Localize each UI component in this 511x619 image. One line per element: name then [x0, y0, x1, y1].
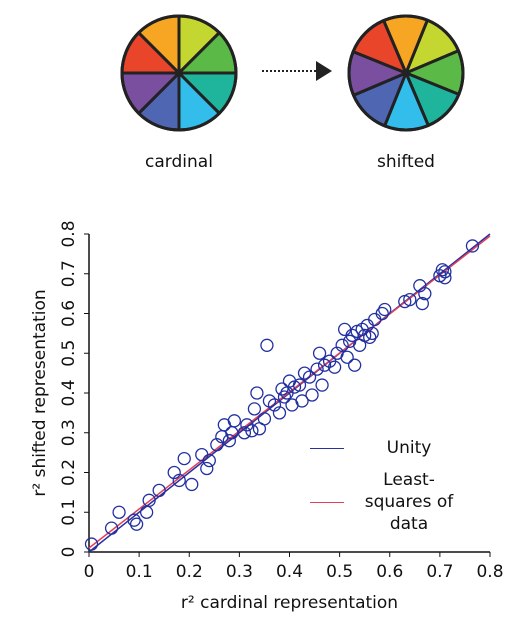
data-point	[172, 473, 186, 488]
x-tick-label: 0.6	[376, 562, 403, 582]
wheel-label: cardinal	[145, 152, 213, 172]
x-tick-label: 0.8	[476, 562, 503, 582]
data-point	[295, 394, 309, 408]
data-point	[195, 447, 209, 462]
data-point	[337, 322, 352, 337]
data-point	[237, 426, 252, 440]
x-tick-label: 0.4	[276, 562, 303, 582]
y-tick-label: 0.5	[59, 340, 79, 367]
data-point	[418, 286, 432, 301]
data-point	[327, 360, 342, 374]
x-tick-label: 0.1	[126, 562, 153, 582]
data-point	[438, 265, 452, 279]
data-point	[368, 312, 382, 327]
y-tick-label: 0	[59, 547, 79, 558]
data-point	[302, 370, 317, 384]
data-point	[378, 302, 392, 317]
data-point	[202, 453, 216, 468]
legend-swatch	[310, 447, 344, 449]
wheel-rim	[120, 14, 238, 132]
data-point	[465, 239, 480, 253]
data-point	[348, 358, 362, 372]
legend: Unity Least-squares of data	[310, 437, 464, 545]
data-point	[415, 296, 429, 311]
x-tick-label: 0.5	[326, 562, 353, 582]
x-tick-label: 0	[84, 562, 95, 582]
data-point	[200, 461, 214, 476]
y-tick-label: 0.8	[59, 220, 79, 247]
data-point	[335, 338, 349, 352]
x-tick-label: 0.2	[176, 562, 203, 582]
data-point	[375, 306, 389, 321]
legend-label: Unity	[386, 438, 432, 458]
data-point	[152, 483, 166, 498]
data-point	[315, 378, 329, 392]
data-point	[250, 386, 264, 400]
data-point	[112, 505, 126, 519]
data-point	[142, 493, 156, 507]
legend-entry: Unity	[310, 437, 464, 459]
data-point	[292, 378, 307, 392]
data-point	[127, 513, 141, 527]
legend-swatch	[310, 501, 344, 503]
data-point	[312, 346, 327, 360]
data-point	[245, 424, 259, 438]
x-tick-label: 0.7	[426, 562, 453, 582]
data-point	[310, 362, 324, 376]
x-axis-label: r² cardinal representation	[181, 593, 398, 613]
data-point	[84, 537, 99, 551]
data-point	[129, 517, 144, 531]
y-tick-label: 0.3	[59, 419, 79, 446]
y-tick-label: 0.1	[59, 499, 79, 526]
data-point	[277, 390, 292, 404]
data-point	[104, 521, 119, 535]
data-point	[185, 477, 199, 492]
plot: 0 0.1 0.2 0.3 0.4 0.5 0.6 0.7 0.8 0 0.1 0.2 0.3 0.4 0.…	[30, 220, 504, 613]
y-tick-label: 0.4	[59, 379, 79, 406]
data-point	[438, 271, 452, 285]
data-point	[365, 326, 379, 341]
shifted-wheel	[347, 14, 465, 132]
legend-label: Least-squares of data	[364, 470, 454, 534]
arrow-head	[316, 61, 332, 81]
data-point	[247, 402, 262, 416]
data-point	[177, 451, 191, 466]
data-point	[305, 388, 319, 402]
data-point	[222, 434, 237, 448]
wheel-label: shifted	[377, 152, 435, 172]
data-point	[260, 338, 274, 352]
legend-entry: Least-squares of data	[310, 469, 464, 535]
data-point	[363, 330, 377, 345]
data-point	[227, 414, 242, 428]
x-tick-label: 0.3	[226, 562, 253, 582]
data-point	[340, 350, 354, 364]
y-tick-label: 0.7	[59, 260, 79, 287]
data-point	[272, 406, 287, 420]
y-tick-label: 0.6	[59, 300, 79, 327]
y-tick-label: 0.2	[59, 459, 79, 486]
wheel-rim	[347, 14, 465, 132]
y-axis-label: r² shifted representation	[30, 289, 50, 496]
data-point	[139, 505, 154, 519]
data-point	[435, 263, 450, 277]
data-point	[403, 292, 417, 307]
cardinal-wheel	[120, 14, 238, 132]
data-point	[257, 412, 272, 426]
